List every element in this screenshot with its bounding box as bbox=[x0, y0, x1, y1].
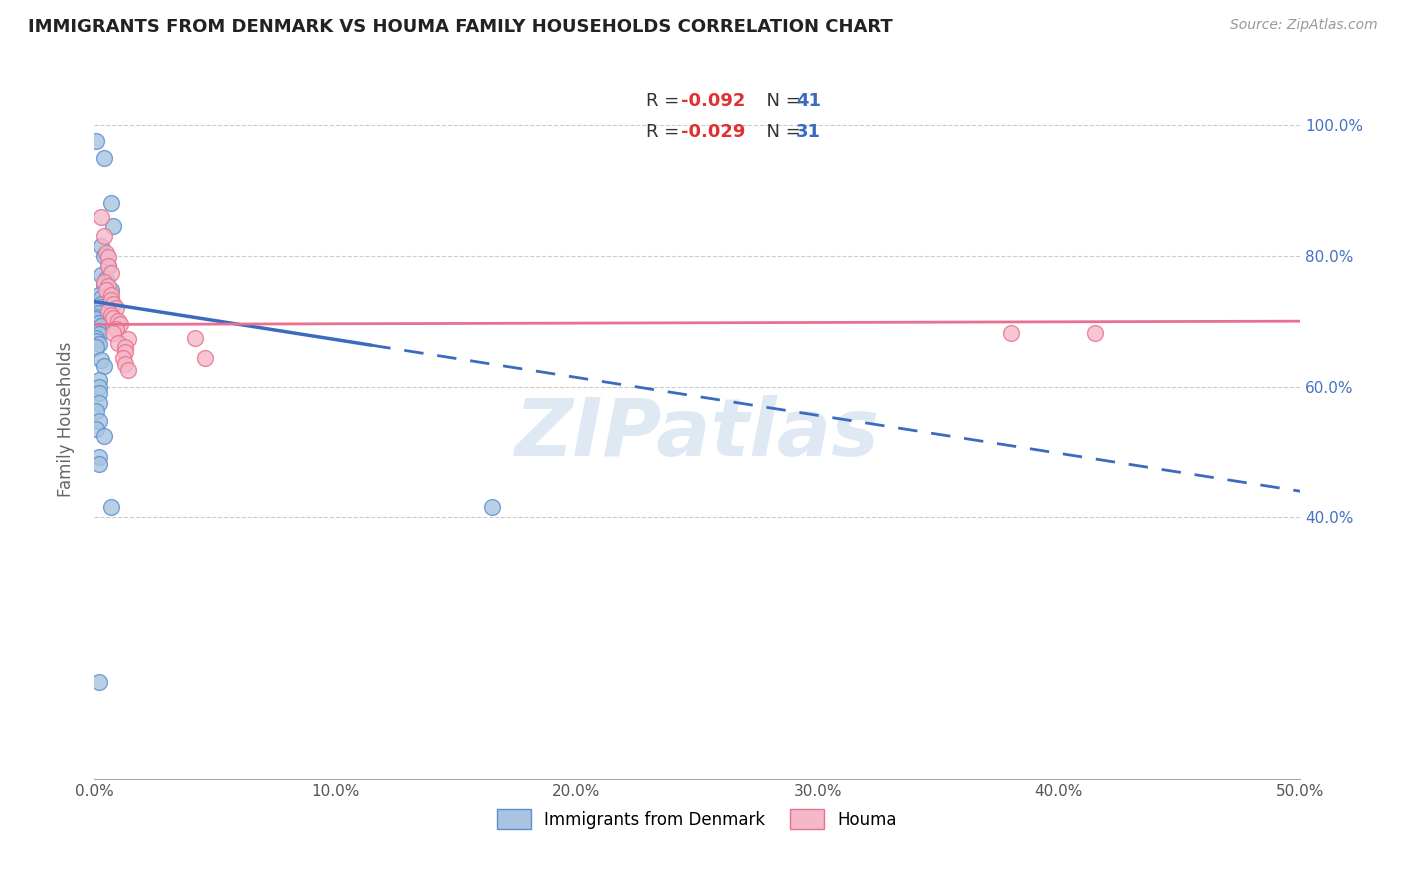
Point bbox=[94, 245, 117, 260]
Point bbox=[194, 351, 217, 366]
Point bbox=[87, 288, 110, 302]
Point bbox=[100, 196, 122, 211]
Point bbox=[87, 450, 110, 465]
Point bbox=[104, 322, 127, 336]
Point bbox=[117, 333, 139, 347]
Point bbox=[103, 219, 125, 234]
Text: IMMIGRANTS FROM DENMARK VS HOUMA FAMILY HOUSEHOLDS CORRELATION CHART: IMMIGRANTS FROM DENMARK VS HOUMA FAMILY … bbox=[28, 18, 893, 36]
Text: -0.029: -0.029 bbox=[682, 123, 745, 141]
Text: Source: ZipAtlas.com: Source: ZipAtlas.com bbox=[1230, 18, 1378, 32]
Point bbox=[87, 396, 110, 410]
Text: R =: R = bbox=[647, 123, 685, 141]
Point bbox=[87, 302, 110, 317]
Point bbox=[100, 288, 122, 302]
Point bbox=[90, 210, 112, 224]
Point bbox=[107, 314, 129, 328]
Text: N =: N = bbox=[755, 123, 807, 141]
Point bbox=[86, 312, 108, 326]
Point bbox=[90, 268, 112, 283]
Point bbox=[93, 359, 115, 373]
Point bbox=[87, 413, 110, 427]
Point bbox=[103, 297, 125, 311]
Point bbox=[114, 345, 136, 359]
Point bbox=[97, 250, 120, 264]
Point bbox=[90, 300, 112, 314]
Point bbox=[97, 278, 120, 293]
Point bbox=[107, 336, 129, 351]
Point bbox=[87, 457, 110, 471]
Point bbox=[93, 249, 115, 263]
Point bbox=[97, 259, 120, 273]
Point bbox=[114, 340, 136, 354]
Point bbox=[87, 675, 110, 690]
Point bbox=[111, 351, 134, 366]
Point bbox=[86, 404, 108, 418]
Point bbox=[100, 266, 122, 280]
Point bbox=[104, 301, 127, 315]
Point bbox=[87, 373, 110, 387]
Point bbox=[94, 271, 117, 285]
Point bbox=[86, 422, 108, 436]
Point bbox=[97, 259, 120, 273]
Legend: Immigrants from Denmark, Houma: Immigrants from Denmark, Houma bbox=[491, 803, 903, 835]
Point bbox=[86, 340, 108, 354]
Point bbox=[87, 327, 110, 342]
Point bbox=[87, 337, 110, 351]
Point bbox=[103, 326, 125, 340]
Point bbox=[481, 500, 503, 514]
Point bbox=[93, 275, 115, 289]
Text: R =: R = bbox=[647, 92, 685, 110]
Point bbox=[93, 278, 115, 293]
Point bbox=[117, 363, 139, 377]
Point bbox=[100, 283, 122, 297]
Text: -0.092: -0.092 bbox=[682, 92, 745, 110]
Point bbox=[93, 229, 115, 244]
Point bbox=[90, 291, 112, 305]
Point bbox=[86, 134, 108, 148]
Point bbox=[86, 330, 108, 344]
Text: ZIPatlas: ZIPatlas bbox=[515, 394, 880, 473]
Point bbox=[87, 324, 110, 338]
Text: N =: N = bbox=[755, 92, 807, 110]
Point bbox=[87, 306, 110, 320]
Point bbox=[93, 151, 115, 165]
Point bbox=[1084, 326, 1107, 340]
Point bbox=[90, 296, 112, 310]
Point bbox=[110, 318, 132, 332]
Point bbox=[90, 239, 112, 253]
Point bbox=[86, 334, 108, 348]
Point bbox=[1000, 326, 1022, 340]
Point bbox=[93, 428, 115, 442]
Point bbox=[90, 353, 112, 368]
Point bbox=[86, 310, 108, 324]
Text: 31: 31 bbox=[796, 123, 821, 141]
Y-axis label: Family Households: Family Households bbox=[58, 342, 75, 497]
Point bbox=[184, 330, 207, 344]
Point bbox=[90, 319, 112, 334]
Point bbox=[87, 386, 110, 401]
Point bbox=[114, 357, 136, 371]
Point bbox=[100, 293, 122, 308]
Point bbox=[97, 304, 120, 318]
Point bbox=[87, 316, 110, 330]
Point bbox=[100, 308, 122, 322]
Text: 41: 41 bbox=[796, 92, 821, 110]
Point bbox=[94, 283, 117, 297]
Point bbox=[87, 379, 110, 393]
Point bbox=[100, 500, 122, 514]
Point bbox=[103, 310, 125, 325]
